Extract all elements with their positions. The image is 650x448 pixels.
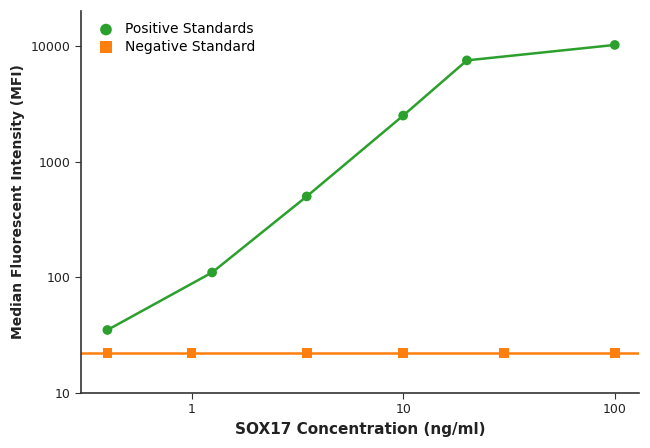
Negative Standard [302,350,312,357]
Negative Standard [102,350,112,357]
Positive Standards [102,327,112,334]
Negative Standard [398,350,408,357]
X-axis label: SOX17 Concentration (ng/ml): SOX17 Concentration (ng/ml) [235,422,485,437]
Y-axis label: Median Fluorescent Intensity (MFI): Median Fluorescent Intensity (MFI) [11,65,25,340]
Negative Standard [499,350,510,357]
Positive Standards [302,193,312,200]
Positive Standards [610,41,620,48]
Positive Standards [398,112,408,119]
Legend: Positive Standards, Negative Standard: Positive Standards, Negative Standard [88,18,260,58]
Positive Standards [462,57,472,64]
Positive Standards [207,269,217,276]
Negative Standard [610,350,620,357]
Negative Standard [187,350,197,357]
